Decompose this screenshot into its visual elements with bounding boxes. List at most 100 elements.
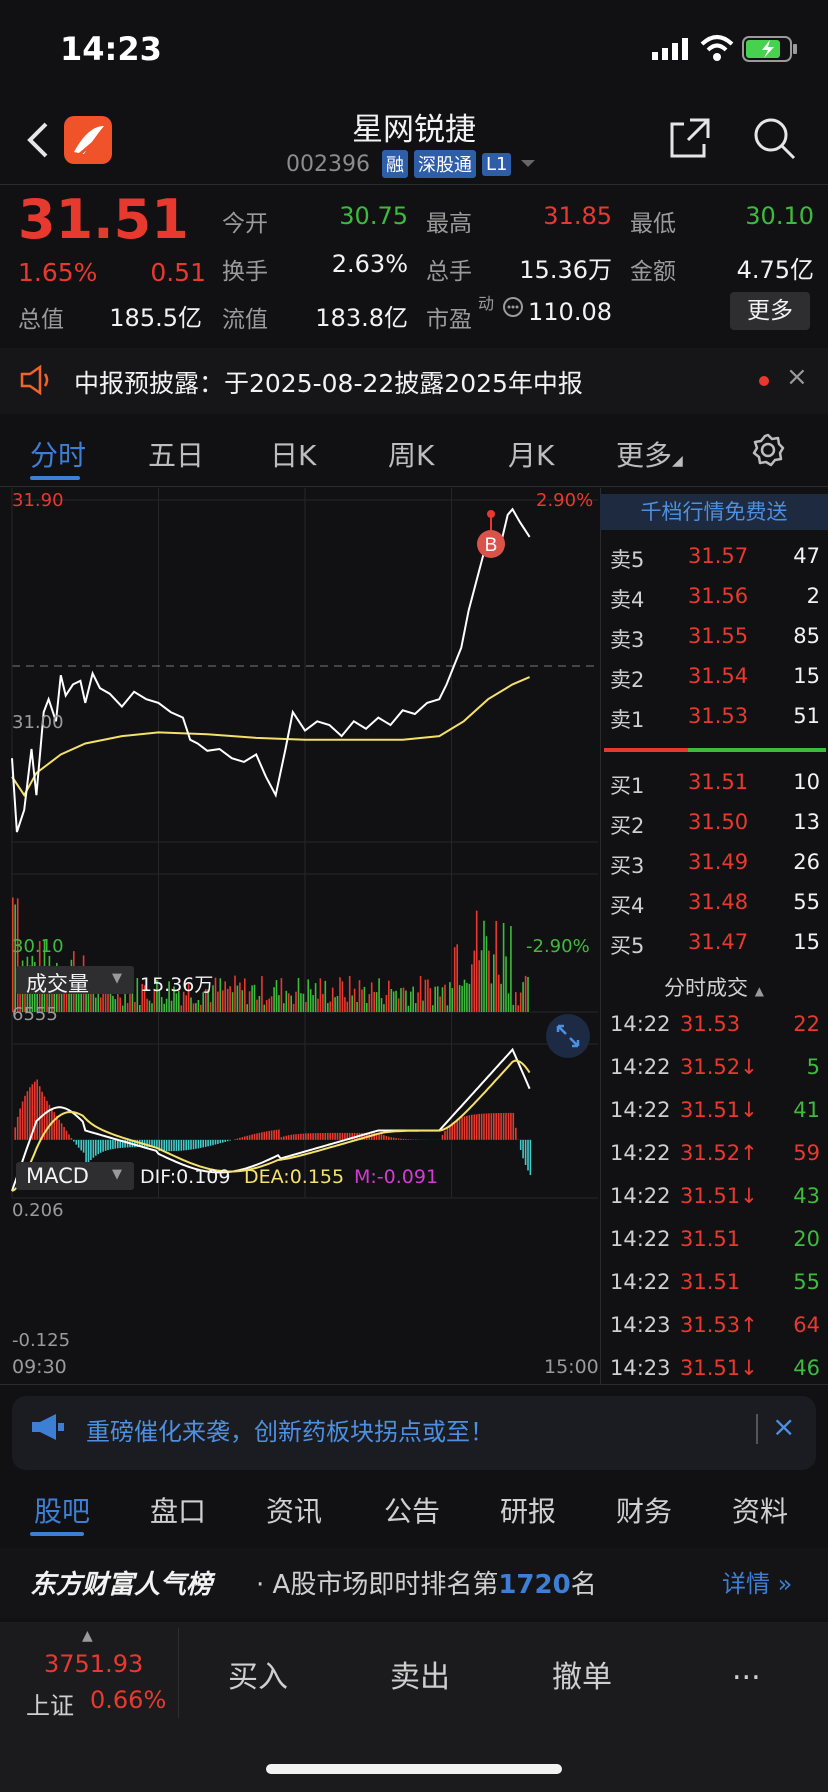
share-icon[interactable] <box>668 116 712 160</box>
volume-bar <box>265 1000 268 1012</box>
tag-level1: L1 <box>481 152 512 176</box>
macd-bar <box>441 1134 444 1140</box>
macd-bar <box>204 1139 207 1147</box>
tab-daily-k[interactable]: 日K <box>270 439 317 472</box>
tick-volume: 41 <box>793 1098 820 1122</box>
macd-bar <box>75 1139 78 1145</box>
volume-bar <box>510 926 512 1012</box>
tab-weekly-k[interactable]: 周K <box>388 439 435 472</box>
bid-row[interactable]: 买3 31.49 26 <box>610 850 820 890</box>
ask-row[interactable]: 卖4 31.56 2 <box>610 584 820 624</box>
buy-button[interactable]: 买入 <box>228 1660 288 1695</box>
popularity-rank-bar[interactable] <box>0 1548 828 1618</box>
more-quote-button[interactable]: 更多 <box>730 292 810 330</box>
macd-bars <box>14 1079 532 1176</box>
notice-bar[interactable] <box>0 348 828 414</box>
dropdown-icon[interactable] <box>517 158 539 170</box>
tick-row[interactable]: 14:22 31.51↓ 43 <box>610 1184 820 1224</box>
volume-bar <box>107 982 109 1012</box>
stock-code-row[interactable]: 002396 融 深股通 L1 <box>286 150 539 178</box>
rank-detail-link[interactable]: 详情 » <box>722 1564 792 1599</box>
volume-bar <box>473 950 476 1012</box>
more-actions-button[interactable]: ... <box>732 1652 761 1687</box>
cancel-order-button[interactable]: 撤单 <box>552 1660 612 1695</box>
gear-icon[interactable] <box>750 432 786 468</box>
macd-bar <box>344 1132 346 1140</box>
macd-axis-min: -0.125 <box>12 1330 71 1351</box>
sell-button[interactable]: 卖出 <box>390 1660 450 1695</box>
tick-row[interactable]: 14:22 31.51 20 <box>610 1227 820 1267</box>
ask-row[interactable]: 卖1 31.53 51 <box>610 704 820 744</box>
tab-monthly-k[interactable]: 月K <box>508 439 555 472</box>
tick-price: 31.52↓ <box>680 1055 758 1079</box>
pe-label: 市盈 <box>426 307 472 333</box>
tab-forum[interactable]: 股吧 <box>34 1495 91 1528</box>
volume-bar <box>268 998 270 1012</box>
tab-intraday[interactable]: 分时 <box>30 439 87 472</box>
tab-news[interactable]: 资讯 <box>266 1495 323 1528</box>
tab-more[interactable]: 更多◢ <box>616 434 683 474</box>
search-icon[interactable] <box>752 116 796 160</box>
tab-announcements[interactable]: 公告 <box>384 1495 441 1528</box>
promo-banner[interactable] <box>12 1396 816 1470</box>
macd-indicator-select[interactable]: MACD ▼ <box>16 1162 134 1190</box>
tick-row[interactable]: 14:22 31.51 55 <box>610 1270 820 1310</box>
volume-bar <box>417 992 419 1012</box>
index-change-percent[interactable]: 0.66% <box>90 1686 167 1714</box>
expand-chart-button[interactable] <box>546 1014 590 1058</box>
tick-row[interactable]: 14:22 31.52↑ 59 <box>610 1141 820 1181</box>
tab-research[interactable]: 研报 <box>500 1495 557 1528</box>
volume-bar <box>187 983 190 1012</box>
volume-bar <box>422 1000 424 1012</box>
volume-bar <box>466 982 468 1012</box>
buy-marker[interactable]: B <box>477 510 505 558</box>
volume-indicator-select[interactable]: 成交量 ▼ <box>16 966 134 996</box>
macd-bar <box>217 1139 219 1144</box>
macd-bar <box>207 1139 209 1147</box>
volume-bar <box>153 989 156 1012</box>
tick-row[interactable]: 14:22 31.51↓ 41 <box>610 1098 820 1138</box>
promo-text[interactable]: 重磅催化来袭，创新药板块拐点或至！ <box>86 1418 494 1446</box>
ask-row[interactable]: 卖2 31.54 15 <box>610 664 820 704</box>
bid-row[interactable]: 买2 31.50 13 <box>610 810 820 850</box>
bid-row[interactable]: 买5 31.47 15 <box>610 930 820 970</box>
tick-volume: 59 <box>793 1141 820 1165</box>
tick-row[interactable]: 14:23 31.51↓ 46 <box>610 1356 820 1396</box>
tick-row[interactable]: 14:22 31.53 22 <box>610 1012 820 1052</box>
volume-bar <box>373 991 375 1012</box>
tick-row[interactable]: 14:23 31.53↑ 64 <box>610 1313 820 1353</box>
bid-row[interactable]: 买4 31.48 55 <box>610 890 820 930</box>
volume-bar <box>385 995 388 1012</box>
notice-text[interactable]: 中报预披露：于2025-08-22披露2025年中报 <box>74 369 583 398</box>
macd-bar <box>185 1139 187 1151</box>
notice-close-icon[interactable]: × <box>786 362 808 392</box>
macd-bar <box>90 1139 92 1160</box>
macd-bar <box>405 1139 407 1140</box>
bid-row[interactable]: 买1 31.51 10 <box>610 770 820 810</box>
index-value[interactable]: 3751.93 <box>44 1650 144 1678</box>
promo-close-icon[interactable]: × <box>772 1410 796 1443</box>
tab-order-detail[interactable]: 盘口 <box>150 1495 207 1528</box>
back-icon[interactable] <box>24 118 54 162</box>
volume-bar <box>358 980 361 1012</box>
volume-bar <box>204 989 207 1012</box>
macd-bar <box>285 1135 288 1140</box>
macd-bar <box>58 1119 60 1140</box>
tab-financials[interactable]: 财务 <box>616 1495 673 1528</box>
tick-row[interactable]: 14:22 31.52↓ 5 <box>610 1055 820 1095</box>
info-icon[interactable] <box>502 296 524 318</box>
index-expand-icon[interactable]: ▲ <box>82 1628 93 1644</box>
macd-bar <box>117 1139 119 1149</box>
volume-bar <box>307 979 309 1012</box>
volume-bar <box>212 985 214 1012</box>
tab-profile[interactable]: 资料 <box>732 1495 789 1528</box>
ask-row[interactable]: 卖5 31.57 47 <box>610 544 820 584</box>
ticks-title[interactable]: 分时成交 ▲ <box>600 972 828 1002</box>
macd-bar <box>73 1139 75 1142</box>
level2-promo-tag[interactable]: 千档行情免费送 <box>600 494 828 530</box>
index-name[interactable]: 上证 <box>26 1692 74 1720</box>
ask-row[interactable]: 卖3 31.55 85 <box>610 624 820 664</box>
macd-bar <box>163 1139 165 1152</box>
intraday-chart[interactable]: B <box>0 488 600 1384</box>
tab-five-day[interactable]: 五日 <box>148 439 205 472</box>
